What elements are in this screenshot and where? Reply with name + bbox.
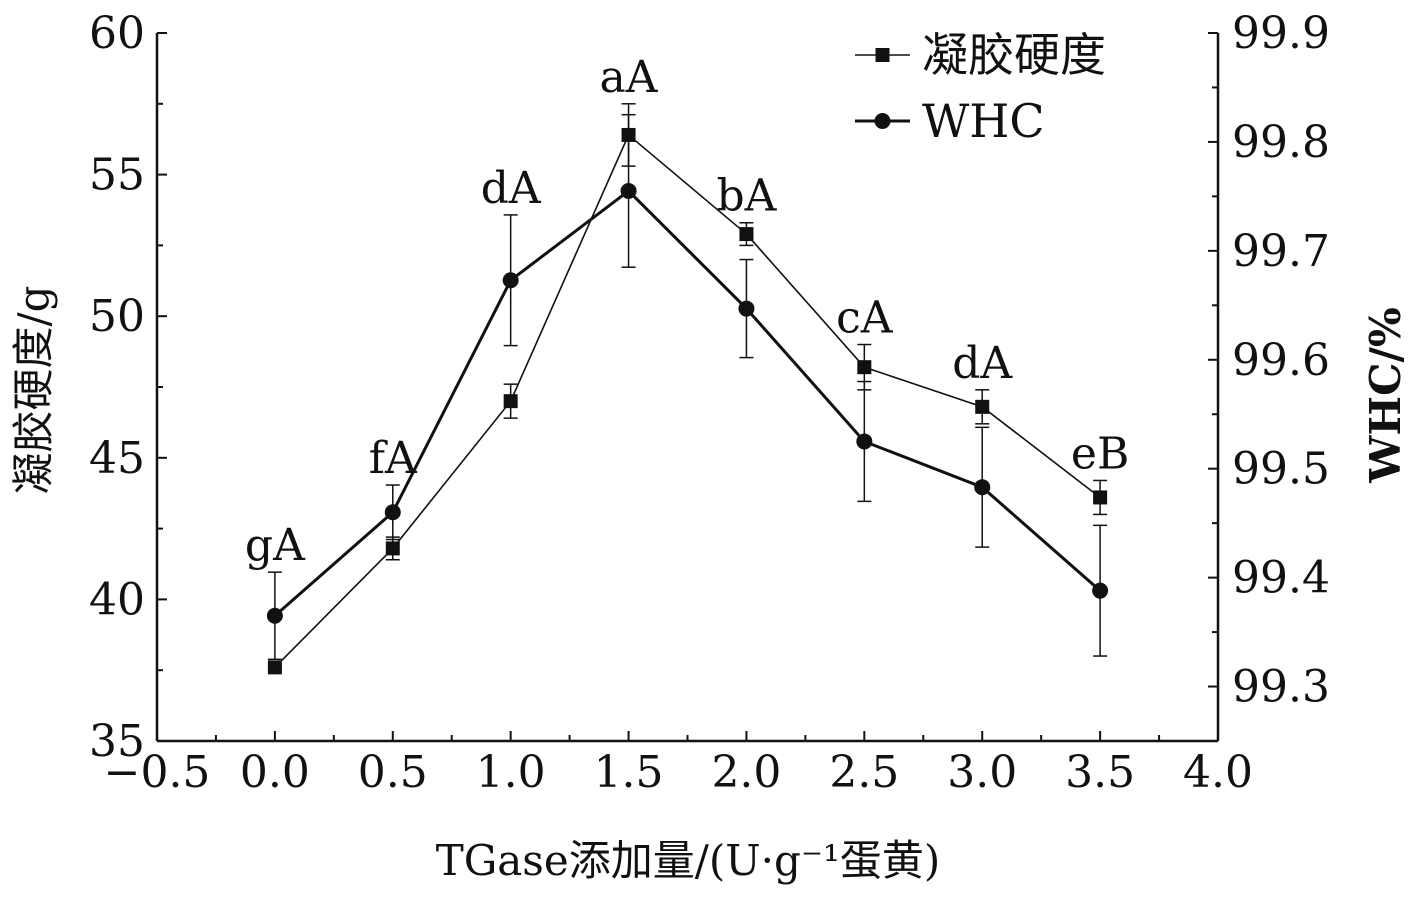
left-y-tick-label: 35 <box>89 716 145 767</box>
significance-label: gA <box>245 520 306 571</box>
left-y-tick-label: 40 <box>89 574 145 625</box>
significance-label: dA <box>952 338 1013 389</box>
right-y-axis-title: WHC/% <box>1361 307 1410 484</box>
left-y-axis-title: 凝胶硬度/g <box>9 285 58 494</box>
right-y-tick-label: 99.6 <box>1232 335 1330 386</box>
x-tick-label: 0.0 <box>240 747 310 798</box>
right-y-tick-label: 99.8 <box>1232 117 1330 168</box>
left-y-tick-label: 60 <box>89 8 145 59</box>
significance-label: eB <box>1071 428 1129 479</box>
legend-whc-label: WHC <box>922 94 1045 148</box>
legend-circle-marker <box>874 113 891 129</box>
significance-label: cA <box>836 293 894 344</box>
legend-hardness-label: 凝胶硬度 <box>922 28 1106 82</box>
left-y-tick-label: 50 <box>89 291 145 342</box>
x-axis-title: TGase添加量/(U·g⁻¹蛋黄) <box>436 836 941 885</box>
hardness-point <box>739 227 754 242</box>
left-y-tick-label: 55 <box>89 150 145 201</box>
whc-point <box>1092 582 1109 599</box>
x-tick-label: 1.0 <box>476 747 546 798</box>
plot-frame <box>155 33 1220 743</box>
whc-point <box>620 182 637 199</box>
x-axis-ticks: −0.5 0.0 0.5 1.0 1.5 2.0 2.5 3.0 3.5 4.0 <box>104 731 1253 798</box>
whc-point <box>974 479 991 496</box>
right-y-tick-label: 99.4 <box>1232 553 1330 604</box>
whc-series-line <box>273 188 1102 617</box>
legend-square-marker <box>875 48 890 62</box>
x-tick-label: 0.5 <box>358 747 428 798</box>
left-y-tick-label: 45 <box>89 433 145 484</box>
hardness-point <box>385 541 400 556</box>
whc-point <box>502 272 519 289</box>
right-y-axis-ticks: 99.3 99.4 99.5 99.6 99.7 99.8 99.9 <box>1208 8 1330 742</box>
hardness-series-line <box>274 133 1101 668</box>
hardness-point <box>857 360 872 375</box>
x-tick-label: 2.0 <box>711 747 781 798</box>
x-tick-label: 2.5 <box>829 747 899 798</box>
x-tick-label: 1.5 <box>594 747 664 798</box>
hardness-point <box>267 660 282 675</box>
right-y-tick-label: 99.5 <box>1232 444 1330 495</box>
significance-labels: gA fA dA aA bA cA dA eB <box>245 52 1129 571</box>
hardness-point <box>503 394 518 409</box>
significance-label: bA <box>716 171 777 222</box>
significance-label: aA <box>600 52 659 103</box>
x-tick-label: 4.0 <box>1183 747 1253 798</box>
left-y-axis-ticks: 35 40 45 50 55 60 <box>89 8 167 767</box>
right-y-tick-label: 99.3 <box>1232 662 1330 713</box>
legend: 凝胶硬度 WHC <box>855 28 1106 148</box>
series-layer <box>266 103 1109 675</box>
whc-point <box>738 300 755 317</box>
x-tick-label: 3.5 <box>1065 747 1135 798</box>
x-tick-label: 3.0 <box>947 747 1017 798</box>
right-y-tick-label: 99.9 <box>1232 8 1330 59</box>
hardness-point <box>975 399 990 414</box>
whc-point <box>266 607 283 624</box>
x-tick-label: −0.5 <box>104 747 211 798</box>
hardness-point <box>1093 490 1108 505</box>
significance-label: fA <box>369 433 418 484</box>
whc-point <box>856 433 873 450</box>
right-y-tick-label: 99.7 <box>1232 226 1330 277</box>
whc-point <box>384 504 401 521</box>
significance-label: dA <box>481 163 542 214</box>
